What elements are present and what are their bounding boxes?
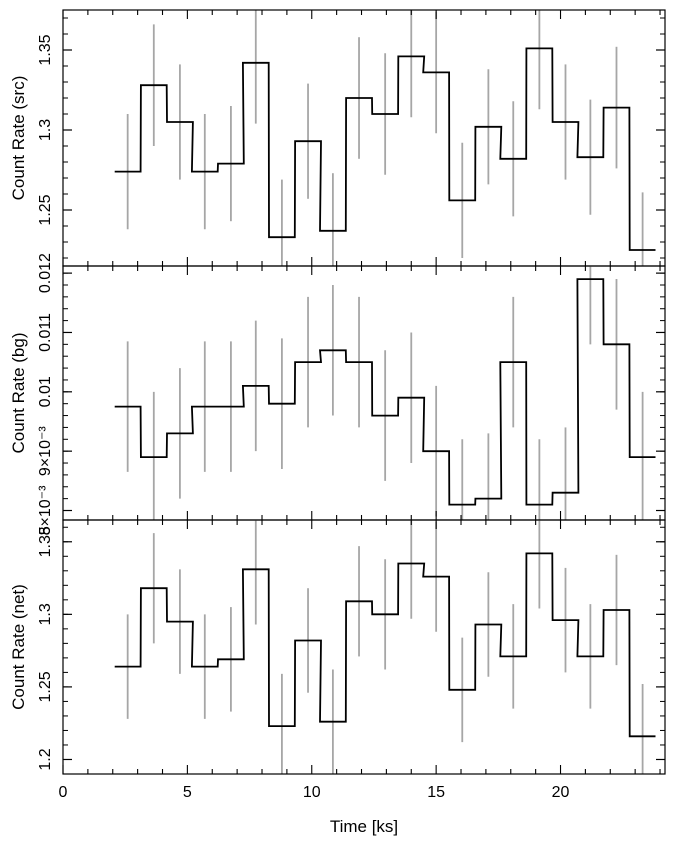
y-tick-label: 1.35 — [37, 34, 54, 65]
y-tick-label: 8×10⁻³ — [37, 485, 54, 535]
panel-frame — [62, 519, 666, 775]
y-axis-label: Count Rate (bg) — [9, 333, 28, 454]
y-axis-label: Count Rate (src) — [9, 76, 28, 201]
panel-bg: 8×10⁻³ 9×10⁻³ 0.01 0.011 0.012 Count Rate (bg… — [9, 253, 666, 535]
y-tick-label: 1.35 — [37, 526, 54, 557]
y-tick-label: 1.25 — [37, 671, 54, 702]
x-tick-label: 10 — [303, 784, 321, 801]
step-line-src — [114, 47, 656, 251]
y-tick-label: 1.2 — [37, 748, 54, 770]
step-line-bg — [114, 278, 656, 506]
y-axis-label: Count Rate (net) — [9, 584, 28, 710]
y-tick-label: 9×10⁻³ — [37, 426, 54, 476]
x-tick-label: 0 — [59, 784, 68, 801]
panel-net: 1.2 1.25 1.3 1.35 Count Rate (net) — [9, 519, 666, 775]
x-axis-label: Time [ks] — [330, 817, 398, 836]
x-tick-label: 5 — [183, 784, 192, 801]
panel-src: 1.25 1.3 1.35 Count Rate (src) — [9, 9, 666, 267]
y-tick-label: 1.3 — [37, 603, 54, 625]
x-tick-label: 15 — [427, 784, 445, 801]
y-tick-label: 1.3 — [37, 119, 54, 141]
y-tick-label: 1.25 — [37, 194, 54, 225]
step-line-net — [114, 552, 656, 738]
y-tick-label: 0.012 — [37, 253, 54, 293]
x-tick-label: 20 — [552, 784, 570, 801]
y-tick-label: 0.011 — [37, 313, 54, 352]
y-tick-label: 0.01 — [37, 376, 54, 407]
